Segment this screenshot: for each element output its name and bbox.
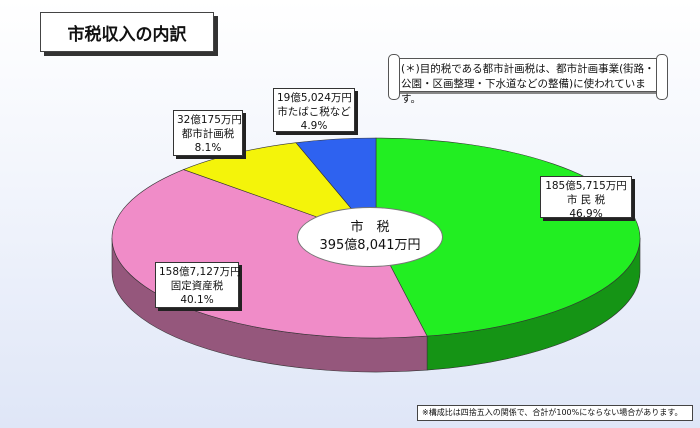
slice-name-4: 市たばこ税など (277, 106, 351, 118)
slice-percent-1: 46.9% (569, 208, 603, 220)
slice-amount-3: 32億175万円 (177, 114, 242, 126)
footnote: ※構成比は四捨五入の関係で、合計が100%にならない場合があります。 (417, 405, 693, 421)
slice-amount-2: 158億7,127万円 (159, 266, 241, 278)
slice-label-4: 19億5,024万円 市たばこ税など 4.9% (273, 88, 355, 132)
chart-title: 市税収入の内訳 (40, 12, 214, 52)
slice-percent-4: 4.9% (300, 120, 328, 132)
slice-percent-2: 40.1% (180, 294, 214, 306)
slice-amount-4: 19億5,024万円 (277, 92, 352, 104)
total-title: 市 税 (350, 220, 390, 235)
note-scroll: (＊)目的税である都市計画税は、都市計画事業(街路・公園・区画整理・下水道などの… (388, 54, 668, 105)
slice-label-1: 185億5,715万円 市 民 税 46.9% (540, 176, 632, 220)
total-label: 市 税 395億8,041万円 (297, 207, 443, 267)
slice-name-2: 固定資産税 (170, 280, 224, 292)
slice-label-2: 158億7,127万円 固定資産税 40.1% (155, 262, 241, 308)
slice-amount-1: 185億5,715万円 (545, 180, 627, 192)
slice-name-3: 都市計画税 (181, 128, 235, 140)
slice-label-3: 32億175万円 都市計画税 8.1% (173, 110, 243, 156)
slice-percent-3: 8.1% (194, 142, 222, 154)
slice-name-1: 市 民 税 (566, 194, 606, 206)
total-amount: 395億8,041万円 (319, 238, 421, 253)
